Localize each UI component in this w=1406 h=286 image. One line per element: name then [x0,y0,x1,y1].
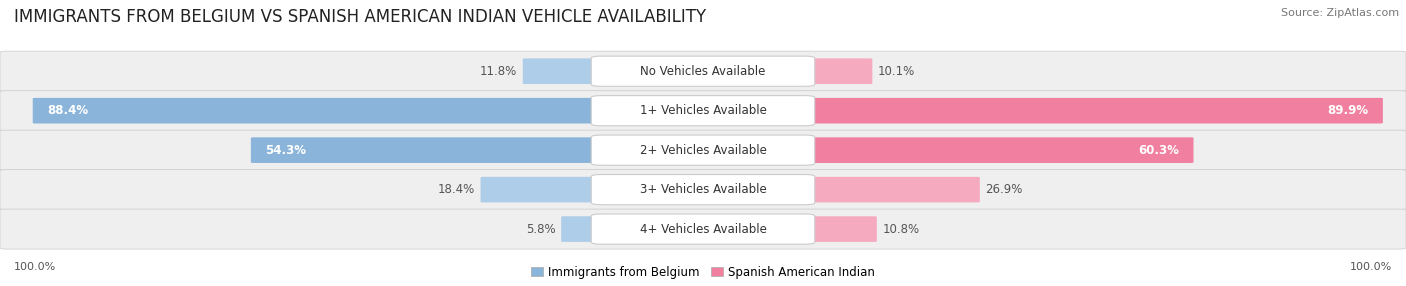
Text: 88.4%: 88.4% [46,104,89,117]
Text: 4+ Vehicles Available: 4+ Vehicles Available [640,223,766,236]
Text: No Vehicles Available: No Vehicles Available [640,65,766,78]
Text: 100.0%: 100.0% [14,263,56,272]
FancyBboxPatch shape [801,98,1384,124]
FancyBboxPatch shape [801,216,877,242]
FancyBboxPatch shape [801,177,980,202]
Text: 60.3%: 60.3% [1139,144,1180,157]
FancyBboxPatch shape [561,216,605,242]
FancyBboxPatch shape [523,58,605,84]
Text: 100.0%: 100.0% [1350,263,1392,272]
Legend: Immigrants from Belgium, Spanish American Indian: Immigrants from Belgium, Spanish America… [531,266,875,279]
FancyBboxPatch shape [801,58,872,84]
Text: 26.9%: 26.9% [986,183,1022,196]
FancyBboxPatch shape [591,135,815,165]
FancyBboxPatch shape [591,174,815,205]
FancyBboxPatch shape [0,51,1406,91]
Text: IMMIGRANTS FROM BELGIUM VS SPANISH AMERICAN INDIAN VEHICLE AVAILABILITY: IMMIGRANTS FROM BELGIUM VS SPANISH AMERI… [14,8,706,26]
FancyBboxPatch shape [481,177,605,202]
Text: 10.1%: 10.1% [877,65,915,78]
Text: 18.4%: 18.4% [437,183,475,196]
Text: 5.8%: 5.8% [526,223,555,236]
Text: 89.9%: 89.9% [1327,104,1369,117]
FancyBboxPatch shape [0,170,1406,210]
Text: 54.3%: 54.3% [264,144,307,157]
FancyBboxPatch shape [591,214,815,244]
FancyBboxPatch shape [250,137,605,163]
FancyBboxPatch shape [0,209,1406,249]
Text: 3+ Vehicles Available: 3+ Vehicles Available [640,183,766,196]
Text: 1+ Vehicles Available: 1+ Vehicles Available [640,104,766,117]
Text: Source: ZipAtlas.com: Source: ZipAtlas.com [1281,8,1399,18]
FancyBboxPatch shape [591,96,815,126]
FancyBboxPatch shape [801,137,1194,163]
Text: 10.8%: 10.8% [883,223,920,236]
FancyBboxPatch shape [0,130,1406,170]
FancyBboxPatch shape [0,91,1406,131]
FancyBboxPatch shape [591,56,815,86]
Text: 2+ Vehicles Available: 2+ Vehicles Available [640,144,766,157]
FancyBboxPatch shape [32,98,605,124]
Text: 11.8%: 11.8% [479,65,517,78]
